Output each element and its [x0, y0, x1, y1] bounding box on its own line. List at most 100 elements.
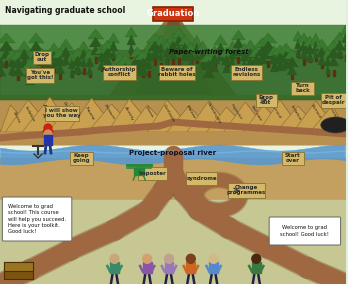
- Polygon shape: [326, 64, 330, 74]
- Bar: [11, 69, 13, 75]
- Polygon shape: [314, 49, 318, 59]
- Polygon shape: [248, 47, 264, 57]
- Text: Self-care: Self-care: [250, 104, 262, 122]
- Polygon shape: [279, 51, 292, 61]
- Polygon shape: [158, 43, 165, 53]
- Polygon shape: [243, 105, 288, 132]
- Polygon shape: [110, 49, 117, 59]
- Circle shape: [110, 254, 119, 263]
- Polygon shape: [145, 51, 153, 61]
- Bar: [315, 55, 317, 61]
- Polygon shape: [169, 49, 177, 59]
- Polygon shape: [261, 41, 276, 51]
- Bar: [267, 61, 269, 67]
- Bar: [0, 70, 1, 76]
- Polygon shape: [143, 43, 155, 53]
- Bar: [112, 54, 114, 60]
- Circle shape: [44, 130, 52, 138]
- Polygon shape: [227, 107, 250, 132]
- Polygon shape: [296, 47, 300, 57]
- Circle shape: [252, 254, 261, 263]
- Bar: [261, 55, 263, 61]
- Polygon shape: [0, 66, 6, 76]
- Bar: [327, 70, 329, 76]
- Polygon shape: [181, 51, 189, 61]
- Polygon shape: [48, 103, 97, 132]
- Text: Beware of
rabbit holes: Beware of rabbit holes: [158, 67, 196, 77]
- Bar: [143, 262, 152, 273]
- Bar: [226, 65, 228, 71]
- Bar: [65, 55, 67, 61]
- Polygon shape: [22, 97, 75, 132]
- Bar: [106, 67, 109, 73]
- Polygon shape: [0, 125, 346, 145]
- Polygon shape: [316, 101, 340, 132]
- Polygon shape: [167, 106, 214, 132]
- FancyBboxPatch shape: [159, 64, 195, 80]
- Bar: [160, 63, 162, 69]
- Text: Endless
revisions: Endless revisions: [232, 67, 261, 77]
- Bar: [41, 62, 43, 68]
- Polygon shape: [180, 43, 190, 53]
- Polygon shape: [185, 42, 197, 52]
- FancyBboxPatch shape: [231, 64, 262, 80]
- Bar: [95, 57, 97, 63]
- Polygon shape: [10, 105, 35, 132]
- Bar: [339, 52, 341, 58]
- Polygon shape: [175, 44, 183, 54]
- Polygon shape: [209, 54, 220, 64]
- Polygon shape: [147, 100, 194, 132]
- Polygon shape: [287, 65, 297, 75]
- Text: Pit of
despair: Pit of despair: [322, 95, 346, 105]
- Polygon shape: [97, 60, 105, 70]
- Text: Project-proposal river: Project-proposal river: [129, 150, 216, 156]
- Polygon shape: [312, 41, 319, 51]
- Text: You've
got this!: You've got this!: [27, 70, 53, 80]
- FancyBboxPatch shape: [26, 68, 54, 82]
- Text: Paper-writing forest: Paper-writing forest: [169, 49, 248, 55]
- Polygon shape: [276, 106, 323, 132]
- Bar: [17, 74, 19, 80]
- Polygon shape: [129, 47, 145, 57]
- FancyBboxPatch shape: [43, 130, 53, 133]
- Polygon shape: [240, 51, 249, 61]
- Polygon shape: [128, 43, 134, 53]
- Polygon shape: [263, 105, 288, 132]
- Text: Welcome to grad
school! This course
will help you succeed.
Here is your toolkit.: Welcome to grad school! This course will…: [8, 204, 66, 234]
- Polygon shape: [271, 45, 289, 55]
- Polygon shape: [28, 100, 55, 132]
- Circle shape: [44, 124, 52, 132]
- Polygon shape: [78, 41, 90, 51]
- Polygon shape: [47, 43, 61, 53]
- Polygon shape: [251, 63, 261, 73]
- Polygon shape: [5, 49, 19, 59]
- Text: Graduation: Graduation: [147, 9, 200, 18]
- Text: I will show
you the way: I will show you the way: [43, 108, 81, 118]
- Polygon shape: [284, 49, 300, 59]
- Bar: [231, 55, 234, 61]
- Bar: [118, 72, 120, 78]
- Polygon shape: [68, 98, 117, 132]
- Polygon shape: [90, 45, 101, 55]
- Bar: [303, 59, 305, 65]
- FancyBboxPatch shape: [4, 262, 33, 279]
- Polygon shape: [245, 48, 256, 58]
- Bar: [77, 68, 79, 74]
- Polygon shape: [92, 98, 117, 132]
- Polygon shape: [215, 43, 226, 53]
- Polygon shape: [162, 39, 172, 49]
- Polygon shape: [227, 41, 238, 51]
- FancyBboxPatch shape: [256, 93, 277, 106]
- Text: Change
programmes: Change programmes: [227, 185, 266, 195]
- Polygon shape: [324, 56, 331, 66]
- Text: Burnout: Burnout: [270, 104, 282, 120]
- Text: Confusion: Confusion: [162, 103, 176, 123]
- Bar: [285, 62, 287, 68]
- Polygon shape: [46, 66, 50, 76]
- Text: Trauma: Trauma: [84, 105, 95, 121]
- Polygon shape: [147, 105, 174, 132]
- Bar: [59, 73, 61, 79]
- Bar: [190, 60, 192, 66]
- Polygon shape: [50, 97, 75, 132]
- Polygon shape: [0, 95, 346, 145]
